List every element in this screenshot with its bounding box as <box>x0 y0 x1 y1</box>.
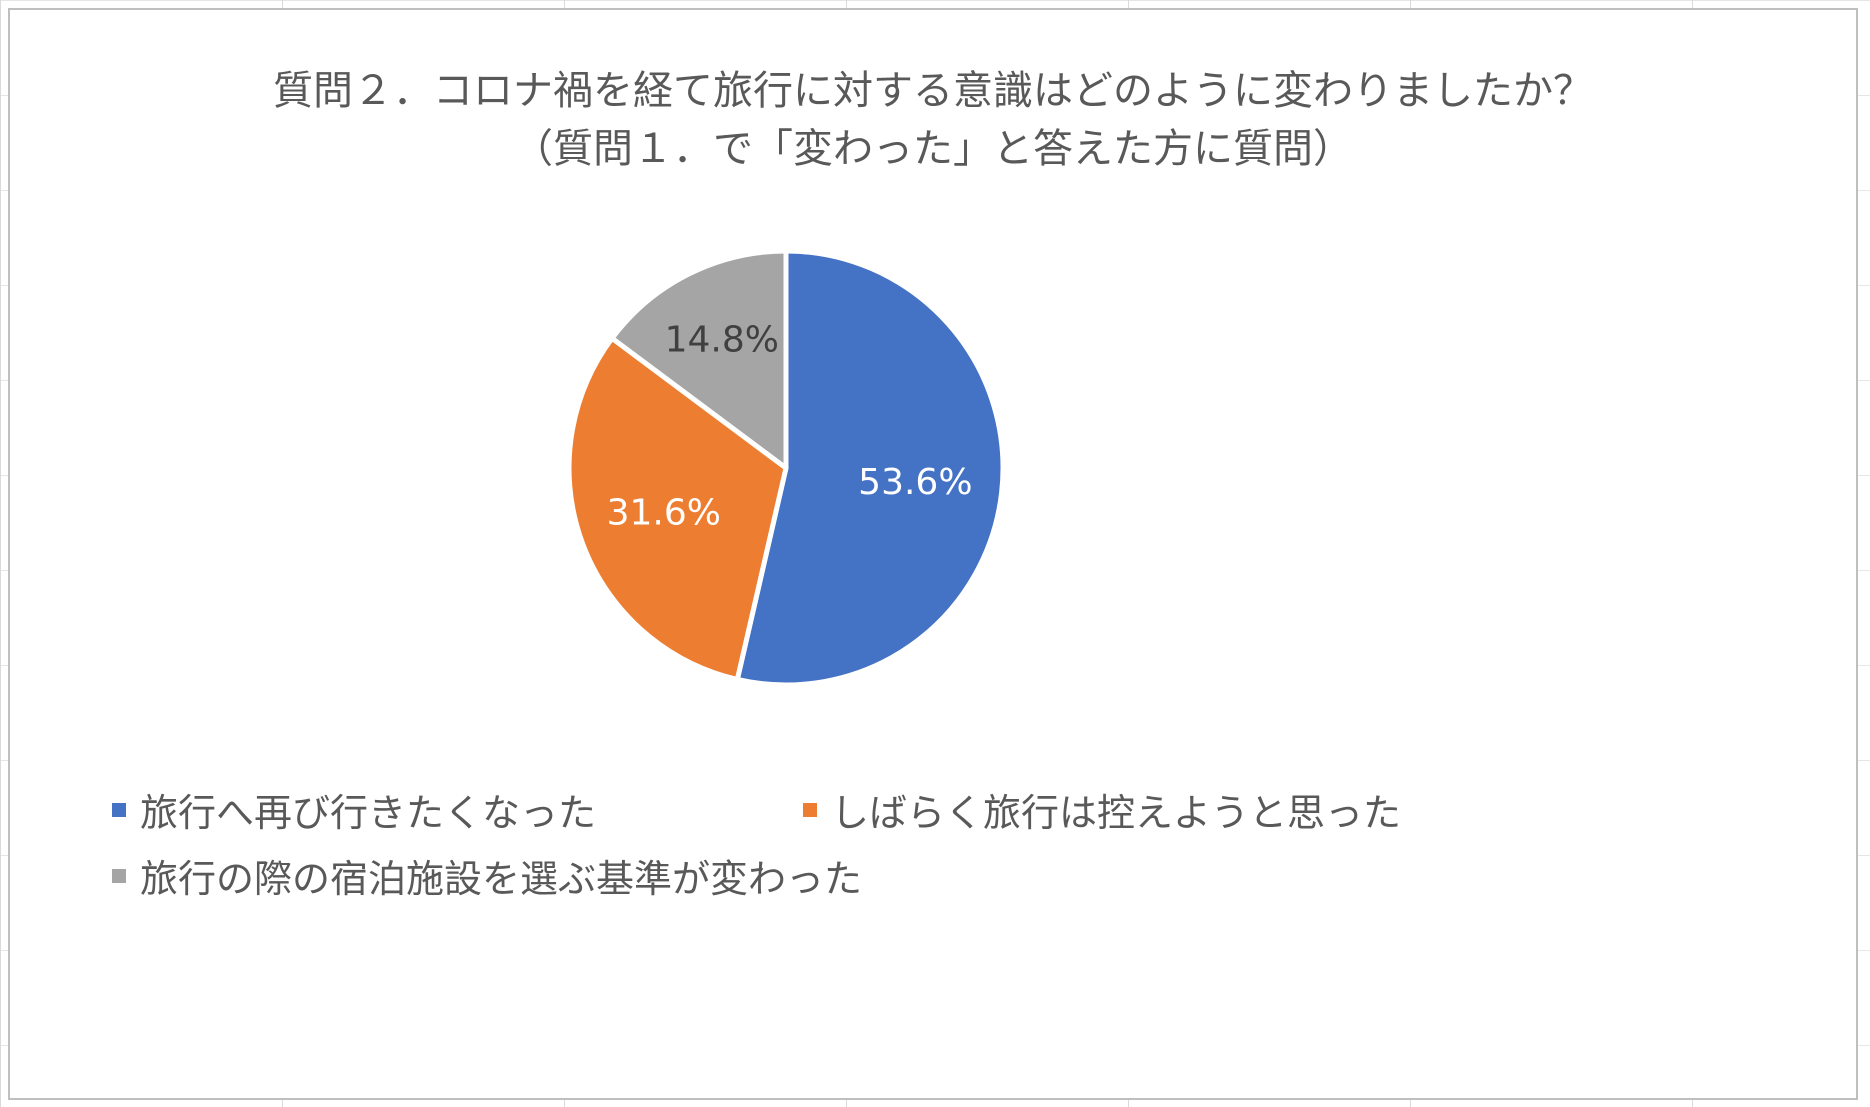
legend-item-refrain-travel[interactable]: しばらく旅行は控えようと思った <box>803 782 1401 837</box>
legend-swatch <box>112 802 126 817</box>
chart-subtitle: （質問１．で「変わった」と答えた方に質問） <box>513 126 1353 172</box>
legend-item-accommodation-criteria[interactable]: 旅行の際の宿泊施設を選ぶ基準が変わった <box>112 848 862 903</box>
data-label-refrain-travel: 31.6% <box>607 492 721 533</box>
pie-slice-travel-again[interactable] <box>734 248 1006 688</box>
chart-area[interactable]: 質問２．コロナ禍を経て旅行に対する意識はどのように変わりましたか？ （質問１．で… <box>8 8 1858 1100</box>
chart-title: 質問２．コロナ禍を経て旅行に対する意識はどのように変わりましたか？ （質問１．で… <box>10 62 1856 178</box>
pie-chart: 53.6% 31.6% 14.8% <box>566 248 1006 688</box>
chart-title-line-1: 質問２．コロナ禍を経て旅行に対する意識はどのように変わりましたか？ <box>273 68 1593 114</box>
pie-slice-refrain-travel[interactable] <box>566 335 789 682</box>
legend-item-travel-again[interactable]: 旅行へ再び行きたくなった <box>112 782 596 837</box>
data-label-accommodation-criteria: 14.8% <box>665 319 779 360</box>
legend-label: 旅行へ再び行きたくなった <box>140 791 597 835</box>
data-label-travel-again: 53.6% <box>858 462 972 503</box>
legend-label: しばらく旅行は控えようと思った <box>831 791 1402 835</box>
legend-swatch <box>112 868 126 883</box>
legend-swatch <box>803 802 817 817</box>
pie-slice-accommodation-criteria[interactable] <box>609 248 789 471</box>
chart-legend: 旅行へ再び行きたくなった しばらく旅行は控えようと思った旅行の際の宿泊施設を選ぶ基… <box>10 10 1856 1098</box>
legend-label: 旅行の際の宿泊施設を選ぶ基準が変わった <box>140 857 863 901</box>
